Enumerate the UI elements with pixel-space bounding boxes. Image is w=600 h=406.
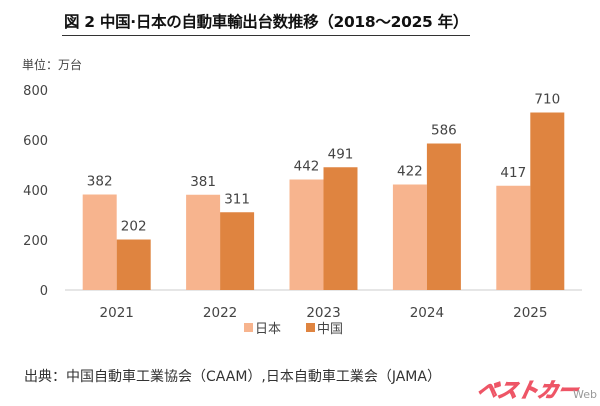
- bar-japan-2021: [82, 194, 117, 290]
- watermark-logo: ベストカー: [475, 377, 582, 402]
- y-tick-label: 400: [23, 184, 48, 199]
- bar-china-2023: [323, 167, 358, 290]
- unit-label: 単位：万台: [22, 58, 83, 72]
- data-label: 491: [328, 146, 354, 162]
- data-label: 202: [121, 219, 147, 235]
- bar-china-2024: [426, 143, 461, 290]
- legend-label: 中国: [317, 322, 343, 337]
- bar-japan-2024: [392, 184, 427, 290]
- y-tick-label: 600: [23, 134, 48, 149]
- x-tick-label: 2023: [306, 305, 340, 321]
- data-label: 586: [431, 123, 457, 139]
- x-tick-label: 2022: [203, 305, 237, 321]
- watermark-suffix: Web: [573, 388, 597, 401]
- data-label: 311: [224, 191, 250, 207]
- x-tick-label: 2021: [100, 305, 134, 321]
- data-label: 710: [534, 92, 560, 108]
- y-tick-label: 800: [23, 84, 48, 99]
- bar-china-2025: [530, 112, 565, 290]
- y-tick-label: 200: [23, 234, 48, 249]
- data-label: 422: [397, 164, 423, 180]
- legend-label: 日本: [255, 322, 281, 337]
- data-label: 442: [294, 159, 320, 175]
- chart-title: 図 2 中国·日本の自動車輸出台数推移（2018～2025 年）: [62, 10, 471, 36]
- data-label: 382: [87, 174, 113, 190]
- x-tick-label: 2025: [513, 305, 547, 321]
- bar-japan-2023: [289, 179, 324, 290]
- x-tick-label: 2024: [410, 305, 444, 321]
- bar-china-2022: [220, 212, 255, 290]
- y-tick-label: 0: [40, 284, 48, 299]
- bar-japan-2025: [496, 185, 531, 290]
- legend-swatch: [306, 323, 315, 332]
- bar-japan-2022: [186, 194, 221, 290]
- bar-china-2021: [116, 239, 151, 290]
- legend-swatch: [244, 323, 253, 332]
- data-label: 381: [190, 174, 216, 190]
- data-label: 417: [500, 165, 526, 181]
- source-note: 出典：中国自動車工業協会（CAAM）,日本自動車工業会（JAMA）: [24, 369, 441, 385]
